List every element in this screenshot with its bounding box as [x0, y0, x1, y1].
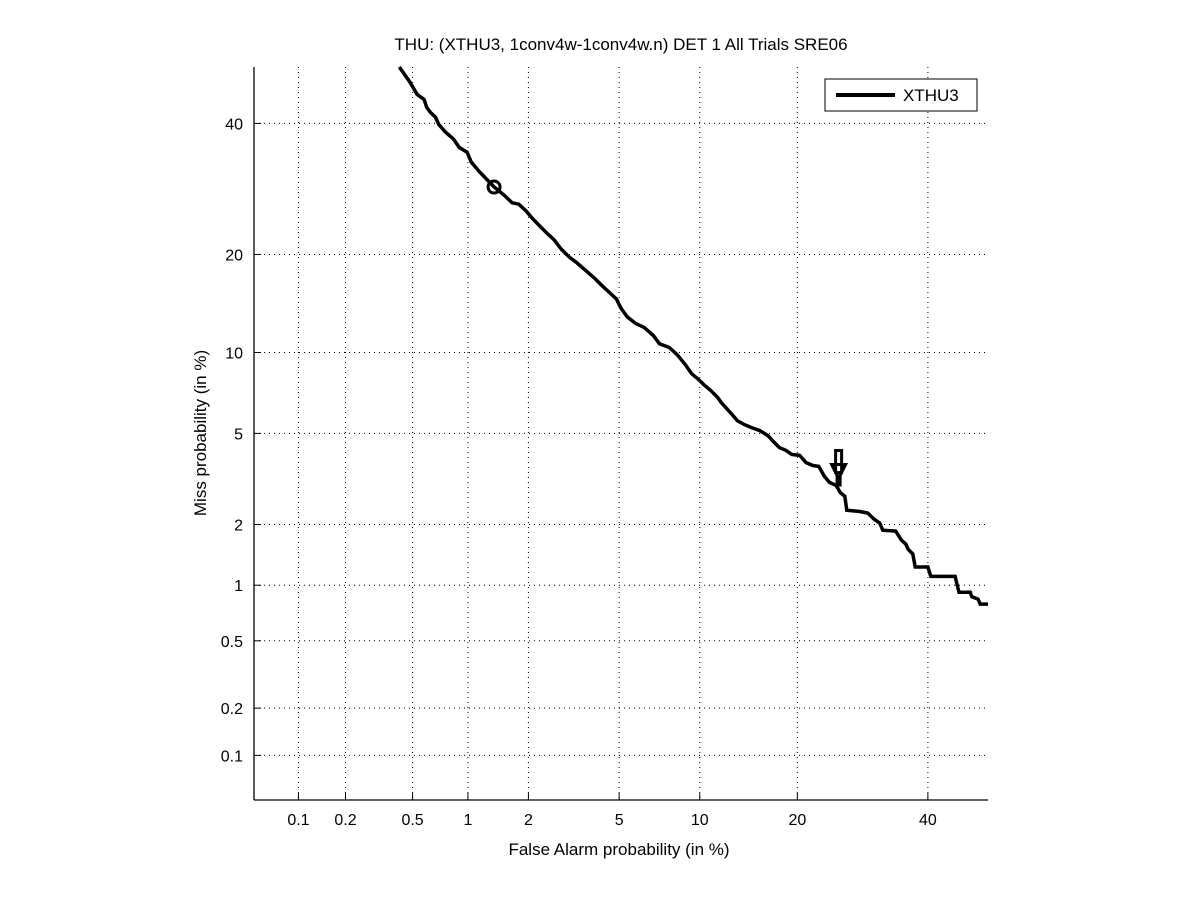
- y-tick-label: 0.1: [221, 748, 243, 765]
- y-tick-label: 2: [234, 517, 243, 534]
- actual-dcf-point-marker: [829, 449, 849, 487]
- y-tick-label: 20: [225, 247, 243, 264]
- y-tick-label: 0.2: [221, 701, 243, 718]
- y-tick-label: 1: [234, 578, 243, 595]
- x-ticks: 0.1 0.2 0.5 1 2 5 10 20 40: [287, 793, 937, 829]
- grid-lines: [254, 67, 988, 800]
- arrow-base: [835, 474, 842, 487]
- chart-title: THU: (XTHU3, 1conv4w-1conv4w.n) DET 1 Al…: [394, 35, 847, 54]
- x-tick-label: 10: [691, 812, 709, 829]
- y-tick-label: 5: [234, 426, 243, 443]
- legend-label: XTHU3: [903, 86, 959, 105]
- x-tick-label: 0.5: [401, 812, 423, 829]
- arrow-head: [829, 463, 849, 482]
- arrow-shaft: [834, 449, 844, 475]
- x-tick-label: 1: [463, 812, 472, 829]
- markers-layer: [486, 179, 849, 487]
- series-layer: [397, 65, 989, 606]
- x-tick-label: 2: [524, 812, 533, 829]
- y-tick-label: 40: [225, 116, 243, 133]
- x-tick-label: 40: [919, 812, 937, 829]
- series-line-xthu3: [397, 65, 988, 606]
- y-tick-label: 10: [225, 345, 243, 362]
- legend: XTHU3: [824, 78, 978, 112]
- x-tick-label: 5: [615, 812, 624, 829]
- y-tick-label: 0.5: [221, 634, 243, 651]
- x-axis-title: False Alarm probability (in %): [508, 840, 729, 859]
- y-axis-title: Miss probability (in %): [191, 350, 210, 516]
- x-tick-label: 20: [788, 812, 806, 829]
- x-tick-label: 0.1: [287, 812, 309, 829]
- min-dcf-point-marker: [486, 179, 502, 195]
- x-tick-label: 0.2: [334, 812, 356, 829]
- y-ticks: 0.1 0.2 0.5 1 2 5 10 20 40: [221, 116, 261, 765]
